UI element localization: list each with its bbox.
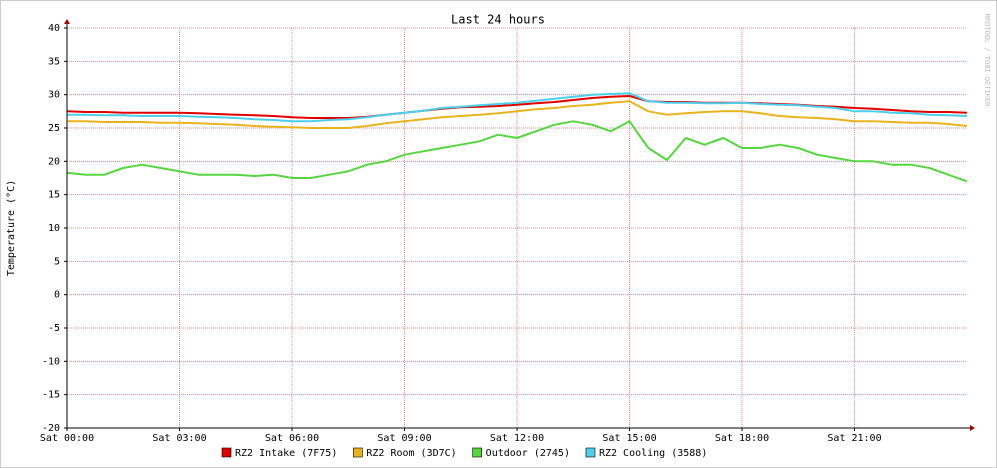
legend-swatch [221, 447, 232, 458]
x-tick-label: Sat 12:00 [490, 433, 544, 444]
y-arrow [64, 19, 70, 24]
axes [64, 19, 975, 431]
legend: RZ2 Intake (7F75) RZ2 Room (3D7C) Outdoor … [221, 447, 707, 459]
y-tick-label: 20 [48, 156, 60, 167]
legend-label: Outdoor (2745) [486, 448, 570, 459]
x-tick-label: Sat 06:00 [265, 433, 319, 444]
x-tick-label: Sat 15:00 [602, 433, 656, 444]
legend-label: RZ2 Room (3D7C) [366, 448, 456, 459]
chart-title: Last 24 hours [451, 13, 545, 27]
y-tick-label: 15 [48, 190, 60, 201]
y-tick-label: 25 [48, 123, 60, 134]
plot [66, 92, 968, 183]
x-tick-label: Sat 03:00 [152, 433, 206, 444]
y-tick-label: 30 [48, 90, 60, 101]
y-tick-label: 35 [48, 56, 60, 67]
legend-swatch [472, 447, 482, 458]
watermark: RRDTOOL / TOBI OETIKER [983, 14, 991, 108]
x-arrow [970, 425, 975, 431]
legend-swatch [353, 447, 363, 458]
y-tick-label: 10 [48, 223, 60, 234]
y-tick-label: 40 [48, 23, 60, 34]
y-axis-label: Temperature (°C) [6, 180, 17, 276]
y-tick-label: -15 [42, 390, 60, 401]
y-tick-label: 0 [54, 290, 60, 301]
grid: -20 -15 -10 -5 0 5 10 15 20 25 30 35 40 Sat 00:00 Sat … [40, 23, 967, 444]
x-tick-label: Sat 21:00 [827, 433, 881, 444]
series-line [67, 92, 968, 123]
y-tick-label: -5 [48, 323, 60, 334]
y-tick-label: -10 [42, 356, 60, 367]
x-tick-label: Sat 18:00 [715, 433, 769, 444]
legend-swatch [585, 447, 596, 458]
series-line [66, 120, 968, 183]
series-line [67, 100, 968, 129]
y-tick-label: -20 [42, 423, 60, 434]
x-tick-label: Sat 09:00 [377, 433, 431, 444]
x-tick-label: Sat 00:00 [40, 433, 94, 444]
y-tick-label: 5 [54, 256, 60, 267]
legend-label: RZ2 Cooling (3588) [599, 448, 707, 459]
legend-label: RZ2 Intake (7F75) [235, 448, 337, 459]
